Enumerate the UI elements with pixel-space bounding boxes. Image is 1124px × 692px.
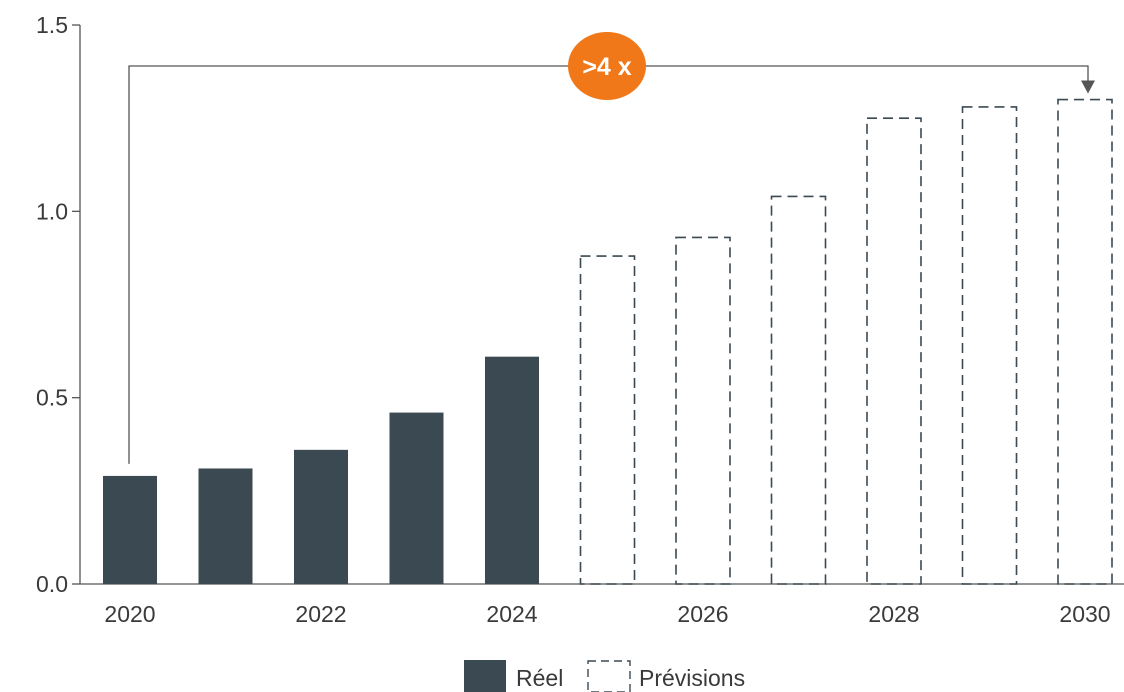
annotation-bracket <box>128 65 1089 464</box>
legend-swatch-actual <box>464 660 506 692</box>
y-tick-label: 1.0 <box>36 198 68 224</box>
axes <box>79 25 1124 585</box>
growth-annotation: >4 x <box>128 32 1095 464</box>
legend-swatch-forecast <box>587 660 631 692</box>
bar-actual-2021 <box>198 468 253 584</box>
legend-label-forecast: Prévisions <box>639 665 745 691</box>
y-tick-label: 1.5 <box>36 12 68 38</box>
x-tick-label: 2024 <box>486 601 537 627</box>
x-tick-label: 2030 <box>1059 601 1110 627</box>
y-axis-ticks: 0.0 0.5 1.0 1.5 <box>36 12 80 597</box>
bar-forecast-2029 <box>961 106 1018 585</box>
bars <box>103 98 1113 585</box>
x-tick-label: 2022 <box>295 601 346 627</box>
bar-forecast-2026 <box>675 236 731 585</box>
annotation-badge <box>568 32 646 100</box>
y-tick-label: 0.0 <box>36 571 68 597</box>
x-tick-label: 2028 <box>868 601 919 627</box>
x-axis-ticks: 2020 2022 2024 2026 2028 2030 <box>104 601 1110 627</box>
bar-forecast-2030 <box>1057 98 1113 585</box>
bar-forecast-2025 <box>579 255 636 585</box>
bar-actual-2022 <box>294 449 348 584</box>
bar-forecast-2028 <box>866 117 922 585</box>
y-tick-label: 0.5 <box>36 385 68 411</box>
x-tick-label: 2026 <box>677 601 728 627</box>
bar-actual-2020 <box>103 475 157 584</box>
bar-actual-2024 <box>485 356 539 584</box>
legend-label-actual: Réel <box>516 665 563 691</box>
bar-actual-2023 <box>389 412 444 584</box>
x-tick-label: 2020 <box>104 601 155 627</box>
annotation-badge-text: >4 x <box>582 53 631 81</box>
annotation-arrow-head <box>1081 80 1095 94</box>
legend: Réel Prévisions <box>464 660 745 692</box>
bar-forecast-2027 <box>770 195 827 585</box>
